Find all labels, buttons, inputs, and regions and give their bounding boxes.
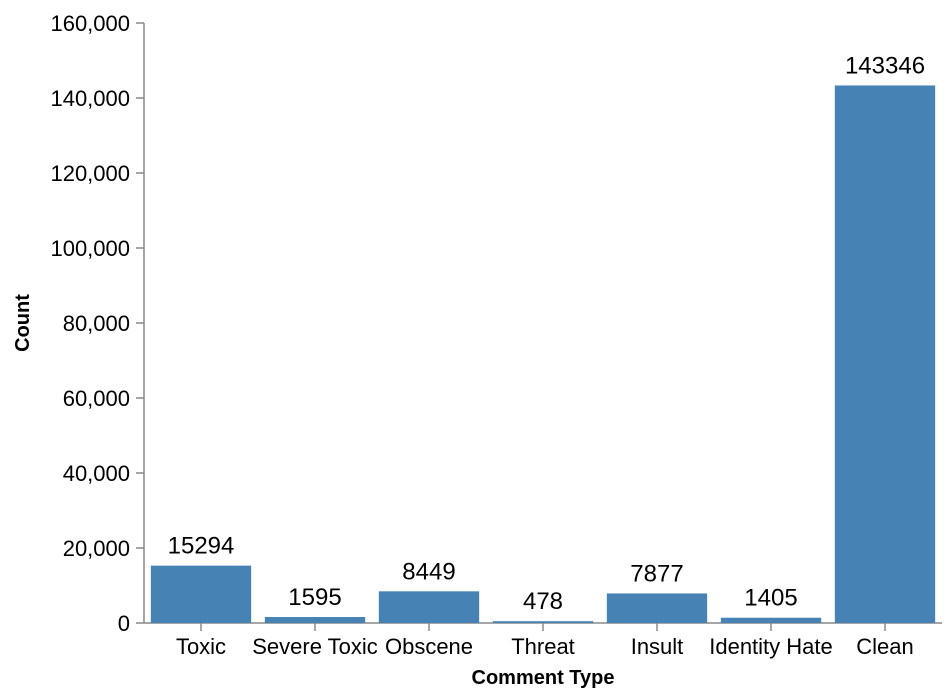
data-label: 478 — [523, 588, 563, 615]
bar-threat — [492, 621, 594, 623]
y-tick-label: 120,000 — [50, 161, 130, 186]
x-axis-title: Comment Type — [472, 667, 615, 689]
y-tick-label: 20,000 — [63, 536, 130, 561]
y-axis-title: Count — [12, 294, 34, 352]
data-label: 15294 — [168, 533, 235, 560]
bars — [150, 85, 936, 623]
x-tick-label: Threat — [511, 634, 575, 659]
y-tick-label: 40,000 — [63, 461, 130, 486]
bar-toxic — [150, 565, 252, 623]
x-tick-label: Identity Hate — [709, 634, 833, 659]
bar-obscene — [378, 591, 480, 623]
x-axis: Toxic Severe Toxic Obscene Threat Insult Iden… — [144, 622, 942, 659]
y-tick-label: 80,000 — [63, 311, 130, 336]
y-tick-label: 0 — [118, 611, 130, 636]
x-tick-label: Obscene — [385, 634, 473, 659]
data-label: 7877 — [630, 560, 683, 587]
bar-identity-hate — [720, 617, 822, 623]
x-tick-label: Insult — [631, 634, 684, 659]
bar-severe-toxic — [264, 617, 366, 623]
bar-clean — [834, 85, 936, 623]
y-tick-label: 140,000 — [50, 86, 130, 111]
x-tick-label: Clean — [856, 634, 913, 659]
y-axis: 0 20,000 40,000 60,000 80,000 100,000 120,000 1… — [50, 11, 145, 636]
data-label: 8449 — [402, 558, 455, 585]
x-tick-label: Toxic — [176, 634, 226, 659]
y-tick-label: 60,000 — [63, 386, 130, 411]
bar-insult — [606, 593, 708, 623]
y-tick-label: 160,000 — [50, 11, 130, 36]
data-labels: 15294 1595 8449 478 7877 1405 143346 — [168, 52, 925, 615]
data-label: 1405 — [744, 585, 797, 612]
data-label: 143346 — [845, 52, 925, 79]
data-label: 1595 — [288, 584, 341, 611]
y-tick-label: 100,000 — [50, 236, 130, 261]
x-tick-label: Severe Toxic — [252, 634, 378, 659]
